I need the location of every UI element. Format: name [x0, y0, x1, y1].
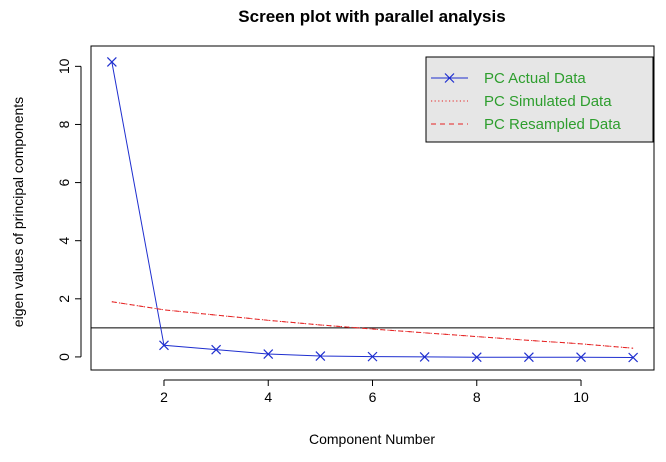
data-point — [628, 352, 639, 363]
data-point — [263, 349, 274, 359]
y-tick-label: 8 — [56, 120, 72, 128]
data-point — [315, 351, 326, 361]
x-tick-label: 4 — [264, 389, 272, 405]
legend: PC Actual Data PC Simulated Data PC Resamp… — [425, 56, 654, 143]
data-point — [211, 344, 222, 355]
legend-label: PC Actual Data — [484, 70, 586, 87]
axis-layer: 2 4 6 8 10 0 2 4 6 8 10 — [56, 58, 589, 405]
legend-items: PC Actual Data PC Simulated Data PC Resamp… — [431, 70, 621, 133]
data-point — [106, 57, 117, 67]
data-point — [576, 352, 586, 363]
plot-frame — [90, 45, 655, 371]
x-tick-label: 10 — [573, 389, 589, 405]
x-tick-label: 6 — [369, 389, 377, 405]
series-line — [111, 301, 634, 349]
legend-entry: PC Actual Data — [431, 70, 586, 87]
y-tick-label: 2 — [56, 295, 72, 303]
x-tick-label: 2 — [160, 389, 168, 405]
legend-label: PC Resampled Data — [484, 116, 621, 133]
legend-box — [425, 56, 654, 143]
chart-title: Screen plot with parallel analysis — [238, 7, 505, 26]
data-point — [159, 340, 169, 351]
series-line — [111, 301, 634, 349]
x-axis-label: Component Number — [309, 431, 435, 447]
x-tick-label: 8 — [473, 389, 481, 405]
legend-entry: PC Resampled Data — [431, 116, 621, 133]
data-point — [523, 352, 534, 363]
series-layer — [106, 57, 639, 363]
data-point — [367, 351, 378, 362]
legend-entry: PC Simulated Data — [431, 93, 612, 110]
y-tick-label: 6 — [56, 178, 72, 186]
y-tick-label: 10 — [56, 58, 72, 74]
data-point — [471, 352, 482, 363]
y-tick-label: 0 — [56, 353, 72, 361]
y-tick-label: 4 — [56, 237, 72, 245]
legend-label: PC Simulated Data — [484, 93, 612, 110]
y-axis-label: eigen values of principal components — [10, 97, 26, 327]
data-point — [419, 351, 430, 362]
